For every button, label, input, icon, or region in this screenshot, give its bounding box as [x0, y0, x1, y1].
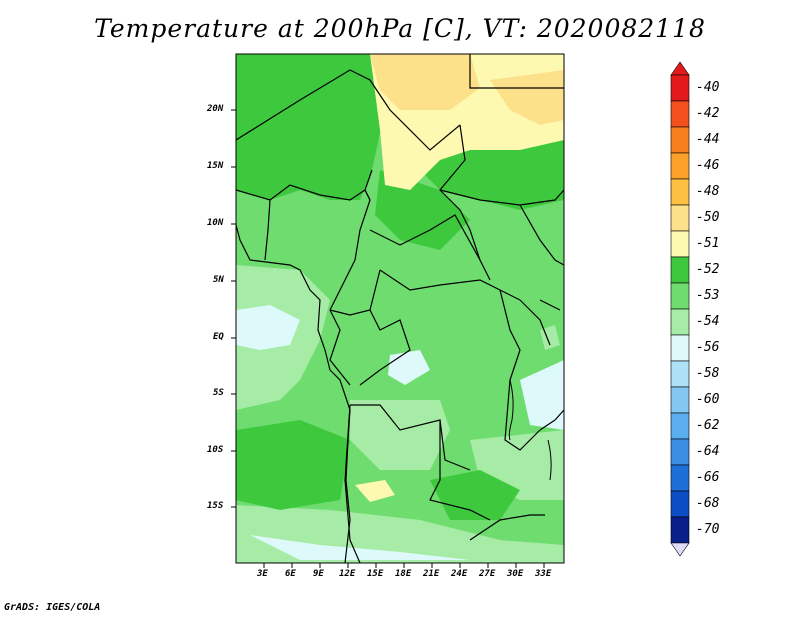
- cb-swatch-1: [670, 100, 690, 128]
- lat-label-15n: 15N: [207, 161, 224, 171]
- lon-label-12e: 12E: [339, 569, 356, 579]
- cb-swatch-17: [670, 516, 690, 544]
- country-borders: [236, 54, 564, 563]
- cb-label-15: -66: [696, 470, 720, 485]
- lat-label-5s: 5S: [213, 388, 224, 398]
- border-car-south: [379, 269, 521, 301]
- cb-swatch-14: [670, 438, 690, 466]
- lat-label-20n: 20N: [207, 104, 224, 114]
- cb-swatch-0: [670, 74, 690, 102]
- border-ethiopia: [519, 204, 564, 266]
- cb-label-9: -54: [696, 314, 720, 329]
- border-nigeria-cameroon: [236, 184, 371, 311]
- cb-label-0: -40: [696, 80, 720, 95]
- colorbar-cap-top: [670, 61, 690, 76]
- field-c50-north: [370, 54, 480, 110]
- cb-label-1: -42: [696, 106, 720, 121]
- cb-swatch-10: [670, 334, 690, 362]
- cb-label-2: -44: [696, 132, 720, 147]
- border-car-north: [369, 214, 481, 261]
- border-uganda: [519, 299, 551, 346]
- field-c52-se: [430, 470, 520, 520]
- cb-label-13: -62: [696, 418, 720, 433]
- shaded-field: [236, 54, 564, 563]
- cb-label-5: -50: [696, 210, 720, 225]
- lat-label-10n: 10N: [207, 218, 224, 228]
- cb-label-7: -52: [696, 262, 720, 277]
- lon-ticks: [263, 563, 545, 568]
- map-frame: [235, 53, 565, 564]
- border-egypt: [469, 54, 564, 89]
- cb-swatch-15: [670, 464, 690, 492]
- lon-label-6e: 6E: [285, 569, 296, 579]
- cb-label-14: -64: [696, 444, 720, 459]
- colorbar: [670, 61, 690, 557]
- lake-malawi: [547, 439, 552, 481]
- cb-label-16: -68: [696, 496, 720, 511]
- lat-label-5n: 5N: [213, 275, 224, 285]
- border-nigeria-north: [264, 199, 271, 261]
- coast-west: [236, 224, 351, 563]
- cb-label-10: -56: [696, 340, 720, 355]
- field-c54-south: [350, 400, 450, 470]
- lat-label-15s: 15S: [207, 501, 224, 511]
- field-c56-east: [520, 360, 564, 430]
- cb-label-4: -48: [696, 184, 720, 199]
- cb-swatch-8: [670, 282, 690, 310]
- field-c52-south: [236, 420, 350, 510]
- field-c50-ne: [490, 70, 564, 125]
- map-title: Temperature at 200hPa [C], VT: 202008211…: [94, 14, 706, 43]
- cb-swatch-12: [670, 386, 690, 414]
- lake-tanganyika: [508, 379, 514, 441]
- lon-label-18e: 18E: [395, 569, 412, 579]
- border-congo-drc: [359, 309, 411, 386]
- lon-label-24e: 24E: [451, 569, 468, 579]
- cb-swatch-2: [670, 126, 690, 154]
- cb-swatch-7: [670, 256, 690, 284]
- footer-credit: GrADS: IGES/COLA: [4, 602, 101, 613]
- cb-swatch-16: [670, 490, 690, 518]
- lon-label-27e: 27E: [479, 569, 496, 579]
- lon-label-3e: 3E: [257, 569, 268, 579]
- border-cameroon-congo: [329, 269, 381, 316]
- border-tanzania: [539, 409, 564, 431]
- lon-label-21e: 21E: [423, 569, 440, 579]
- cb-label-17: -70: [696, 522, 720, 537]
- cb-swatch-4: [670, 178, 690, 206]
- cb-swatch-9: [670, 308, 690, 336]
- lon-label-9e: 9E: [313, 569, 324, 579]
- field-c56-center: [388, 350, 430, 385]
- cb-label-12: -60: [696, 392, 720, 407]
- colorbar-cap-bottom: [670, 542, 690, 557]
- cb-swatch-5: [670, 204, 690, 232]
- lat-label-10s: 10S: [207, 445, 224, 455]
- border-drc-east: [499, 289, 541, 451]
- cb-label-8: -53: [696, 288, 720, 303]
- lat-ticks: [231, 109, 236, 508]
- cb-swatch-13: [670, 412, 690, 440]
- border-kenya: [539, 299, 561, 311]
- cb-swatch-3: [670, 152, 690, 180]
- field-c56-west: [236, 305, 300, 350]
- field-c56-south: [250, 535, 470, 560]
- cb-label-6: -51: [696, 236, 720, 251]
- border-gabon: [329, 309, 351, 386]
- field-c52-north: [236, 54, 385, 200]
- lat-label-eq: EQ: [213, 332, 224, 342]
- lon-label-33e: 33E: [535, 569, 552, 579]
- field-c52-center: [375, 170, 470, 250]
- cb-label-3: -46: [696, 158, 720, 173]
- border-angola-zambia: [429, 420, 491, 521]
- lon-label-30e: 30E: [507, 569, 524, 579]
- border-zambia-zim: [469, 514, 545, 541]
- cb-swatch-11: [670, 360, 690, 388]
- border-libya-chad: [236, 69, 461, 151]
- cb-swatch-6: [670, 230, 690, 258]
- lon-label-15e: 15E: [367, 569, 384, 579]
- cb-label-11: -58: [696, 366, 720, 381]
- field-c51-s2: [355, 480, 395, 502]
- border-drc-angola: [350, 404, 471, 471]
